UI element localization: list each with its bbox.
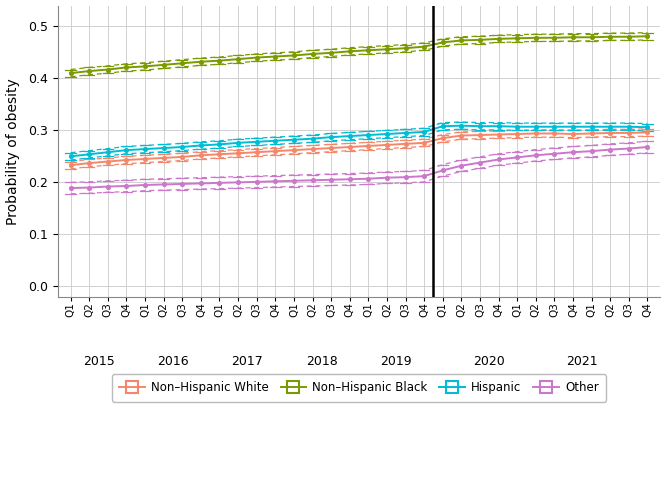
Y-axis label: Probability of obesity: Probability of obesity <box>5 78 19 224</box>
Text: 2017: 2017 <box>232 355 263 368</box>
Text: 2020: 2020 <box>474 355 505 368</box>
Text: 2016: 2016 <box>157 355 188 368</box>
Text: 2018: 2018 <box>306 355 338 368</box>
Legend: Non–Hispanic White, Non–Hispanic Black, Hispanic, Other: Non–Hispanic White, Non–Hispanic Black, … <box>112 374 606 402</box>
Text: 2021: 2021 <box>567 355 598 368</box>
Text: 2015: 2015 <box>83 355 115 368</box>
Text: 2019: 2019 <box>380 355 412 368</box>
